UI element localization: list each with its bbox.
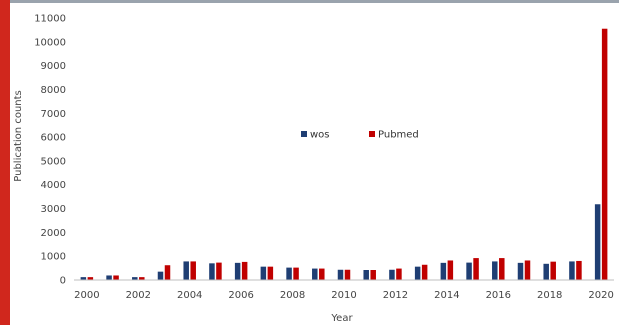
x-tick-label: 2014: [434, 290, 459, 301]
bar-wos-2017: [517, 262, 524, 280]
x-axis-ticks: 2000 2002 2004 2006 2008 2010 2012 2014 2016 2018…: [74, 290, 614, 301]
bar-pubmed-2019: [576, 260, 582, 280]
bar-pubmed-2017: [524, 260, 531, 280]
bar-wos-2006: [234, 262, 241, 280]
bar-wos-2018: [543, 263, 549, 280]
bar-pubmed-2018: [550, 261, 556, 280]
bar-wos-2013: [414, 266, 421, 280]
top-border-line: [10, 0, 619, 3]
x-tick-label: 2018: [537, 290, 562, 301]
x-tick-label: 2004: [177, 290, 202, 301]
bar-pubmed-2010: [344, 269, 351, 280]
y-tick-label: 10000: [34, 37, 66, 48]
bar-wos-2005: [209, 263, 215, 280]
bar-pubmed-2000: [87, 277, 94, 280]
y-tick-label: 0: [60, 276, 66, 287]
legend-swatch-pubmed: [369, 131, 375, 137]
bar-pubmed-2005: [216, 262, 222, 280]
x-tick-label: 2000: [74, 290, 99, 301]
bar-pubmed-2009: [319, 268, 325, 280]
left-accent-strip: [0, 0, 10, 325]
bar-wos-2001: [106, 275, 112, 280]
bar-pubmed-2003: [164, 265, 171, 280]
x-tick-label: 2008: [280, 290, 305, 301]
legend-label-pubmed: Pubmed: [378, 130, 419, 141]
bar-wos-2010: [337, 269, 344, 280]
y-tick-label: 6000: [41, 133, 66, 144]
bar-pubmed-2014: [447, 260, 454, 280]
bar-wos-2014: [440, 262, 447, 280]
y-tick-label: 5000: [41, 156, 66, 167]
bar-pubmed-2012: [396, 268, 402, 280]
bar-pubmed-2004: [190, 261, 196, 280]
bar-wos-2000: [80, 277, 87, 280]
bar-wos-2003: [157, 271, 164, 280]
y-axis-title: Publication counts: [13, 90, 24, 181]
bar-pubmed-2008: [293, 267, 299, 280]
bars: [80, 28, 608, 280]
y-tick-label: 2000: [41, 228, 66, 239]
y-tick-label: 3000: [41, 204, 66, 215]
bar-wos-2004: [183, 261, 189, 280]
bar-wos-2020: [594, 204, 601, 280]
bar-wos-2008: [286, 267, 292, 280]
legend-label-wos: wos: [310, 130, 330, 141]
y-axis-ticks: 0 1000 2000 3000 4000 5000 6000 7000 8000 9000 100…: [34, 14, 66, 287]
legend: wos Pubmed: [301, 130, 419, 141]
bar-pubmed-2001: [113, 275, 119, 280]
bar-wos-2002: [132, 277, 138, 280]
bar-wos-2019: [569, 261, 575, 280]
bar-wos-2011: [363, 270, 369, 280]
bar-pubmed-2013: [421, 264, 428, 280]
x-tick-label: 2010: [331, 290, 356, 301]
y-tick-label: 9000: [41, 61, 66, 72]
bar-pubmed-2007: [267, 266, 274, 280]
x-tick-label: 2020: [588, 290, 613, 301]
x-tick-label: 2012: [383, 290, 408, 301]
legend-swatch-wos: [301, 131, 307, 137]
bar-pubmed-2020: [601, 28, 608, 280]
bar-pubmed-2006: [241, 261, 248, 280]
bar-pubmed-2016: [499, 258, 505, 280]
x-tick-label: 2002: [126, 290, 151, 301]
x-axis-title: Year: [330, 313, 353, 324]
y-tick-label: 8000: [41, 85, 66, 96]
bar-pubmed-2011: [370, 270, 376, 280]
y-tick-label: 11000: [34, 14, 66, 25]
bar-wos-2012: [389, 269, 395, 280]
y-tick-label: 4000: [41, 180, 66, 191]
bar-wos-2009: [312, 268, 318, 280]
bar-wos-2015: [466, 262, 472, 280]
x-tick-label: 2016: [486, 290, 511, 301]
x-tick-label: 2006: [228, 290, 253, 301]
y-tick-label: 1000: [41, 252, 66, 263]
bar-wos-2016: [492, 261, 498, 280]
y-tick-label: 7000: [41, 109, 66, 120]
bar-pubmed-2002: [139, 277, 145, 280]
bar-pubmed-2015: [473, 258, 479, 280]
bar-wos-2007: [260, 266, 267, 280]
